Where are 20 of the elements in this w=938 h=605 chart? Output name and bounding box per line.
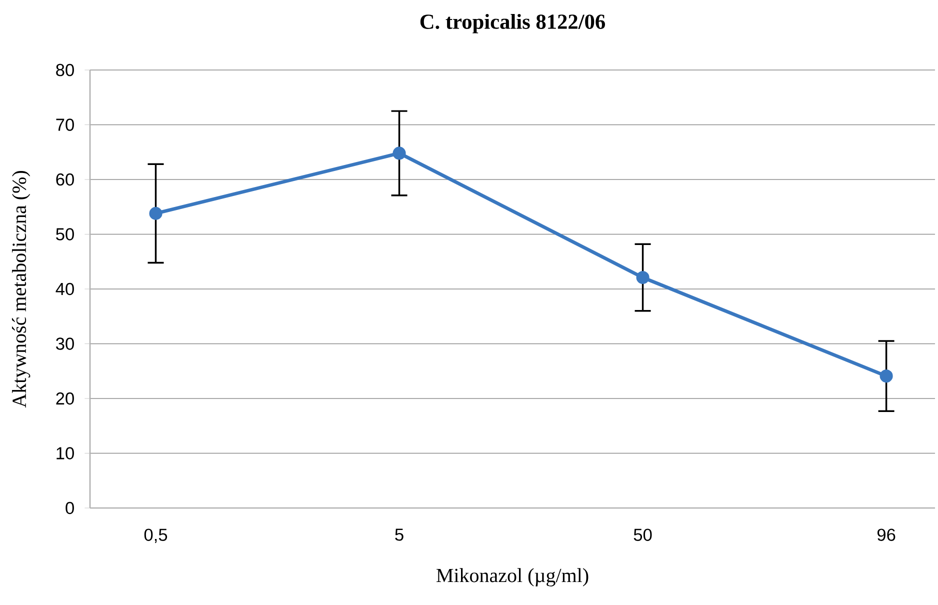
y-tick-label: 60: [56, 173, 74, 186]
chart-title: C. tropicalis 8122/06: [420, 14, 605, 34]
x-tick-label: 0,5: [144, 528, 168, 544]
y-tick-label: 10: [56, 447, 74, 460]
y-tick-label: 70: [56, 118, 74, 131]
point: [636, 270, 650, 284]
y-tick-label: 50: [56, 228, 74, 240]
point: [149, 206, 162, 220]
y-axis-title: Aktywność metaboliczna (%): [12, 171, 30, 408]
y-tick-label: 20: [56, 392, 74, 405]
y-tick-label: 30: [56, 338, 74, 350]
x-tick-label: 50: [634, 528, 652, 541]
y-tick-label: 40: [56, 282, 74, 296]
x-axis-title: Mikonazol (µg/ml): [436, 568, 588, 586]
x-tick-label: 96: [877, 528, 896, 541]
x-tick-label: 5: [395, 528, 404, 541]
point: [392, 146, 406, 160]
y-tick-label: 0: [66, 502, 74, 514]
y-tick-label: 80: [56, 64, 74, 76]
point: [880, 370, 893, 383]
